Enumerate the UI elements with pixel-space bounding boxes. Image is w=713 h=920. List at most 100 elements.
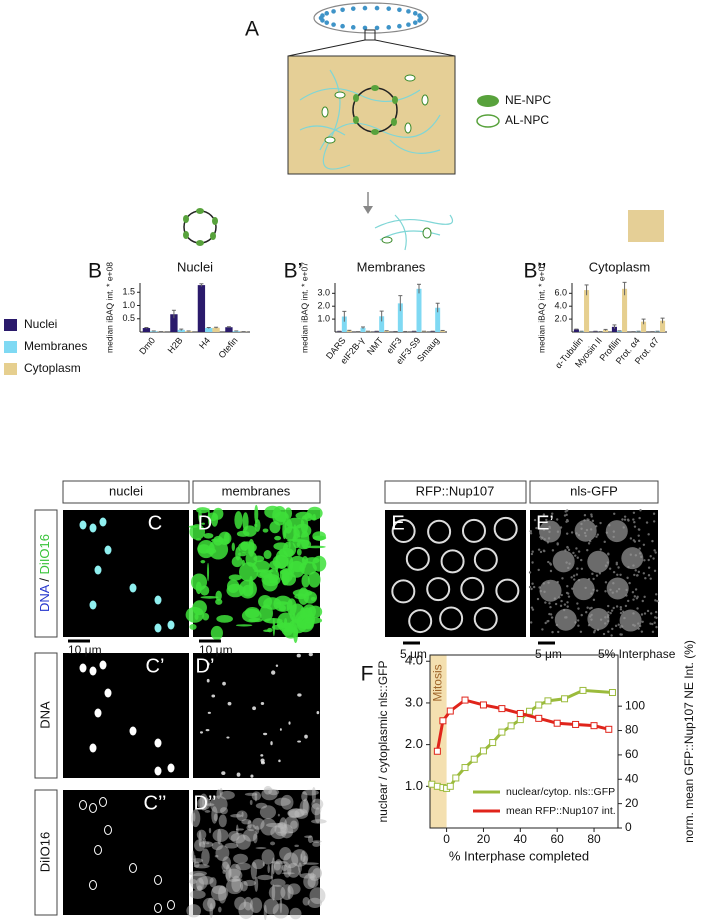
signal xyxy=(268,580,278,584)
signal xyxy=(236,772,241,777)
speckle xyxy=(590,606,593,610)
error-bar xyxy=(342,310,347,322)
x-tick-label: 40 xyxy=(514,832,528,846)
signal xyxy=(243,879,256,887)
embryo-nucleus xyxy=(324,11,330,16)
bar xyxy=(611,326,617,332)
signal xyxy=(301,850,306,863)
speckle xyxy=(576,567,579,570)
speckle xyxy=(543,549,546,553)
signal xyxy=(294,844,299,848)
speckle xyxy=(566,585,569,588)
signal xyxy=(198,508,202,523)
signal xyxy=(215,598,223,605)
nucleus xyxy=(79,800,87,810)
speckle xyxy=(619,608,623,611)
cell-section xyxy=(287,55,456,175)
nucleus xyxy=(99,660,107,670)
nucleus xyxy=(572,578,595,601)
speckle xyxy=(611,627,614,631)
signal xyxy=(219,787,223,797)
signal xyxy=(312,531,326,541)
bar xyxy=(435,307,441,332)
error-bar xyxy=(347,329,352,332)
x-tick-label: NMT xyxy=(365,335,386,357)
bar xyxy=(641,321,647,332)
signal xyxy=(224,842,239,849)
speckle xyxy=(620,633,623,636)
point xyxy=(579,686,587,694)
speckle xyxy=(617,566,620,569)
signal xyxy=(190,573,208,591)
row-header-part: / xyxy=(37,574,52,585)
embryo-nucleus xyxy=(386,6,392,11)
nucleus xyxy=(574,519,597,542)
point xyxy=(470,755,478,763)
signal xyxy=(262,528,269,533)
point xyxy=(498,728,506,736)
signal xyxy=(260,702,265,706)
column-header: membranes xyxy=(222,483,291,498)
error-bar xyxy=(199,283,204,287)
embryo-nucleus xyxy=(417,13,422,18)
signal xyxy=(198,876,214,885)
point xyxy=(433,747,441,755)
bar xyxy=(416,288,422,332)
nucleus xyxy=(154,766,162,776)
speckle xyxy=(537,548,541,551)
signal xyxy=(211,885,227,895)
error-bar xyxy=(361,326,365,329)
nucleus xyxy=(154,595,162,605)
signal xyxy=(254,792,258,802)
y2-tick-label: 60 xyxy=(625,747,639,761)
signal xyxy=(311,517,317,521)
speckle xyxy=(548,562,552,565)
y-axis-label: median iBAQ int. * e+08 xyxy=(104,262,114,353)
bar xyxy=(177,329,185,332)
speckle xyxy=(651,539,654,543)
signal xyxy=(198,841,214,848)
signal xyxy=(301,574,310,588)
speckle xyxy=(641,620,644,623)
signal xyxy=(287,808,305,818)
speckle xyxy=(575,547,578,550)
bar xyxy=(360,327,366,332)
y2-tick-label: 80 xyxy=(625,723,639,737)
speckle xyxy=(623,515,627,518)
speckle xyxy=(544,601,547,604)
micrographs: C C’ C’’ D D’ D’’ E E’ xyxy=(63,504,659,920)
speckle xyxy=(633,573,636,577)
y2-tick-label: 20 xyxy=(625,796,639,810)
speckle xyxy=(560,599,563,603)
signal xyxy=(271,670,276,675)
signal xyxy=(283,526,300,541)
nucleus xyxy=(154,623,162,633)
speckle xyxy=(628,581,631,585)
nucleus xyxy=(495,578,520,603)
signal xyxy=(252,706,257,711)
x-axis-label: % Interphase completed xyxy=(449,848,589,863)
signal xyxy=(245,551,258,567)
x-tick-label: 0 xyxy=(443,832,450,846)
y-tick-label: 3.0 xyxy=(405,694,423,709)
micrograph-content xyxy=(185,504,327,644)
signal xyxy=(254,523,258,528)
signal xyxy=(197,544,211,554)
signal xyxy=(221,771,226,775)
signal xyxy=(204,810,211,813)
speckle xyxy=(645,521,649,524)
nucleus xyxy=(129,583,137,593)
micrograph xyxy=(193,653,320,778)
bar xyxy=(573,329,579,332)
nucleus xyxy=(94,708,102,718)
signal xyxy=(296,653,301,658)
speckle xyxy=(635,597,639,600)
point xyxy=(489,739,497,747)
speckle xyxy=(629,537,633,540)
nucleus xyxy=(129,863,137,873)
signal xyxy=(241,608,262,623)
legend-swatch xyxy=(476,114,500,128)
speckle xyxy=(566,605,569,608)
speckle xyxy=(649,577,652,580)
speckle xyxy=(595,589,599,592)
